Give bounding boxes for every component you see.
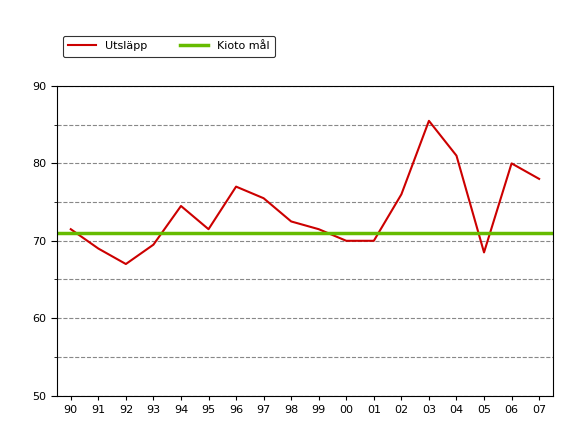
Utsläpp [205, 227, 212, 232]
Utsläpp [425, 118, 432, 123]
Kioto mål [95, 230, 102, 236]
Utsläpp [233, 184, 239, 189]
Utsläpp [370, 238, 377, 243]
Utsläpp [315, 227, 322, 232]
Utsläpp [288, 219, 295, 224]
Utsläpp [508, 161, 515, 166]
Utsläpp [67, 227, 74, 232]
Line: Utsläpp: Utsläpp [71, 121, 539, 264]
Utsläpp [481, 250, 487, 255]
Utsläpp [453, 153, 460, 158]
Utsläpp [343, 238, 349, 243]
Utsläpp [536, 176, 543, 181]
Utsläpp [150, 242, 157, 247]
Utsläpp [95, 246, 102, 251]
Utsläpp [260, 196, 267, 201]
Kioto mål [67, 230, 74, 236]
Utsläpp [398, 192, 405, 197]
Legend: Utsläpp, Kioto mål: Utsläpp, Kioto mål [63, 36, 275, 57]
Utsläpp [178, 203, 185, 209]
Utsläpp [123, 261, 129, 267]
